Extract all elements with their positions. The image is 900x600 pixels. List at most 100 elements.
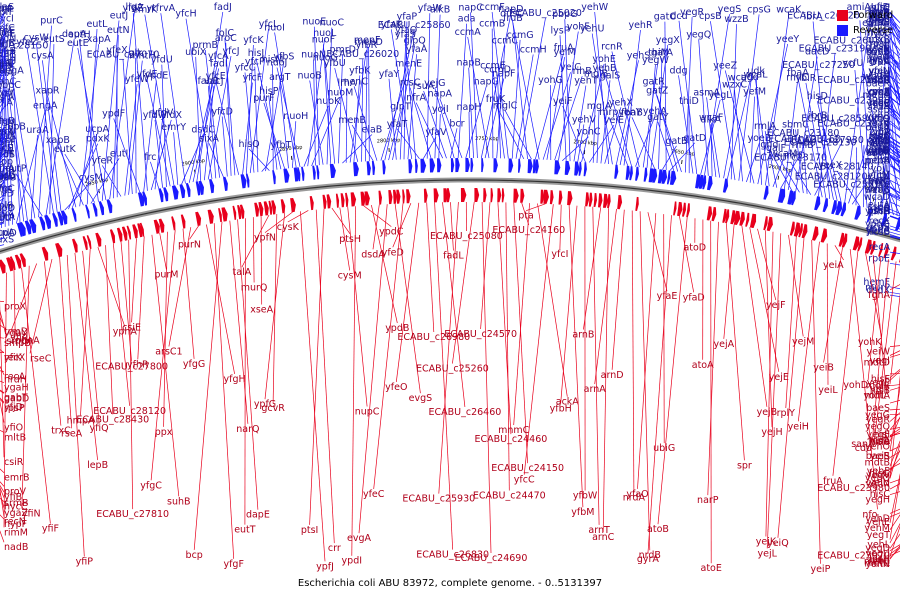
forward-label-leader — [889, 374, 900, 478]
reverse-gene-label: yqaB — [0, 46, 16, 57]
forward-gene-label: emrB — [4, 473, 30, 484]
reverse-gene-label: purC — [40, 16, 63, 27]
reverse-gene-label: ECABU_c28120 — [795, 172, 868, 183]
reverse-gene-arrow — [71, 207, 77, 222]
reverse-gene-label: yfaQ — [395, 25, 417, 36]
reverse-gene-label: cysZ — [868, 88, 891, 99]
reverse-gene-arrow — [625, 165, 630, 180]
reverse-gene-label: yfcC — [235, 63, 256, 74]
reverse-gene-arrow — [57, 211, 64, 226]
reverse-gene-label: ypdF — [102, 109, 125, 120]
reverse-label-leader — [311, 97, 341, 167]
reverse-label-leader — [244, 72, 255, 173]
reverse-gene-arrow — [272, 170, 276, 185]
reverse-gene-label: rseC — [869, 131, 891, 142]
forward-label-leader — [889, 284, 900, 291]
reverse-label-leader — [491, 11, 509, 159]
reverse-gene-label: atoS — [869, 136, 890, 147]
reverse-label-leader — [855, 147, 857, 206]
reverse-gene-arrow — [44, 214, 51, 230]
reverse-gene-label: yfjA — [0, 98, 14, 109]
forward-gene-label: baeR — [866, 451, 891, 462]
forward-gene-arrow — [801, 224, 808, 239]
reverse-gene-label: frc — [144, 152, 156, 163]
reverse-gene-label: ygbH — [0, 53, 16, 64]
reverse-label-leader — [351, 124, 374, 162]
reverse-label-leader — [889, 294, 900, 297]
reverse-label-leader — [274, 32, 297, 168]
reverse-label-leader — [144, 14, 175, 186]
forward-gene-arrow — [180, 214, 186, 229]
scale-tick-label: 2900 kbp — [181, 158, 205, 168]
reverse-label-leader — [468, 111, 471, 159]
forward-label-leader — [749, 227, 780, 372]
forward-gene-label: yphA — [113, 327, 138, 338]
reverse-gene-arrow — [643, 167, 648, 182]
reverse-gene-label: pbpG — [552, 9, 577, 20]
forward-gene-label: ECABU_c24690 — [455, 553, 528, 564]
reverse-gene-label: ibrB — [808, 111, 827, 122]
reverse-gene-label: yfeX — [106, 45, 128, 56]
reverse-gene-label: hemF — [863, 277, 890, 288]
reverse-gene-label: mepA — [862, 90, 890, 101]
forward-label-leader — [871, 259, 889, 444]
reverse-label-leader — [8, 90, 25, 222]
forward-gene-label: yeiP — [810, 564, 830, 575]
reverse-gene-label: rpoS — [0, 150, 15, 161]
reverse-gene-label: elaB — [361, 125, 382, 136]
forward-gene-label: yfgF — [223, 559, 243, 570]
forward-gene-arrow — [593, 193, 597, 207]
forward-gene-label: yegE — [867, 430, 891, 441]
reverse-gene-label: acpS — [867, 222, 890, 233]
forward-gene-arrow — [402, 189, 405, 204]
forward-gene-label: murQ — [241, 283, 268, 294]
reverse-gene-label: yphF — [0, 138, 16, 149]
forward-gene-label: ECABU_c23970 — [817, 551, 890, 562]
reverse-label-leader — [878, 189, 887, 212]
reverse-gene-label: yehE — [867, 98, 891, 109]
reverse-label-leader — [755, 79, 770, 187]
reverse-label-leader — [0, 212, 5, 216]
forward-label-leader — [347, 206, 368, 407]
forward-gene-arrow — [378, 190, 382, 205]
reverse-label-leader — [611, 51, 640, 168]
forward-gene-arrow — [635, 196, 639, 211]
reverse-gene-label: yehX — [609, 97, 633, 108]
reverse-gene-label: nlpD — [0, 203, 15, 214]
reverse-label-leader — [883, 27, 900, 180]
reverse-gene-label: yfgM — [0, 88, 16, 99]
forward-gene-label: arnT — [588, 525, 610, 536]
forward-gene-label: yeiT — [870, 384, 890, 395]
reverse-gene-arrow — [707, 175, 713, 191]
forward-gene-label: yejE — [769, 372, 789, 383]
reverse-label-leader — [195, 56, 201, 181]
reverse-gene-label: pepB — [866, 156, 890, 167]
forward-gene-label: yfgH — [224, 374, 246, 385]
forward-gene-arrow — [95, 232, 102, 247]
scale-tick — [98, 189, 100, 194]
reverse-gene-label: wzxC — [722, 80, 747, 91]
forward-gene-arrow — [290, 198, 296, 213]
reverse-gene-label: cysJ — [0, 89, 13, 100]
reverse-gene-label: alkA — [701, 114, 722, 125]
reverse-label-leader — [496, 45, 506, 159]
reverse-gene-label: rcnR — [601, 41, 623, 52]
reverse-gene-arrow — [39, 216, 46, 231]
reverse-gene-label: alaS — [0, 2, 14, 13]
reverse-gene-label: yfbS — [273, 51, 294, 62]
reverse-gene-label: lysP — [551, 25, 570, 36]
reverse-gene-arrow — [535, 159, 539, 174]
reverse-gene-label: ECABU_c25020 — [509, 8, 582, 19]
reverse-gene-label: cysP — [868, 70, 890, 81]
forward-label-leader — [131, 238, 137, 323]
forward-gene-label: pheA — [15, 336, 40, 347]
reverse-label-leader — [396, 128, 420, 160]
reverse-gene-label: galF — [766, 143, 786, 154]
reverse-label-leader — [263, 102, 286, 169]
reverse-gene-label: wcaM — [770, 149, 797, 160]
forward-gene-label: hisF — [871, 374, 890, 385]
forward-gene-label: mdtC — [864, 558, 890, 569]
reverse-gene-label: mltA — [0, 212, 16, 223]
forward-gene-label: ackA — [556, 397, 580, 408]
reverse-label-leader — [71, 133, 98, 209]
